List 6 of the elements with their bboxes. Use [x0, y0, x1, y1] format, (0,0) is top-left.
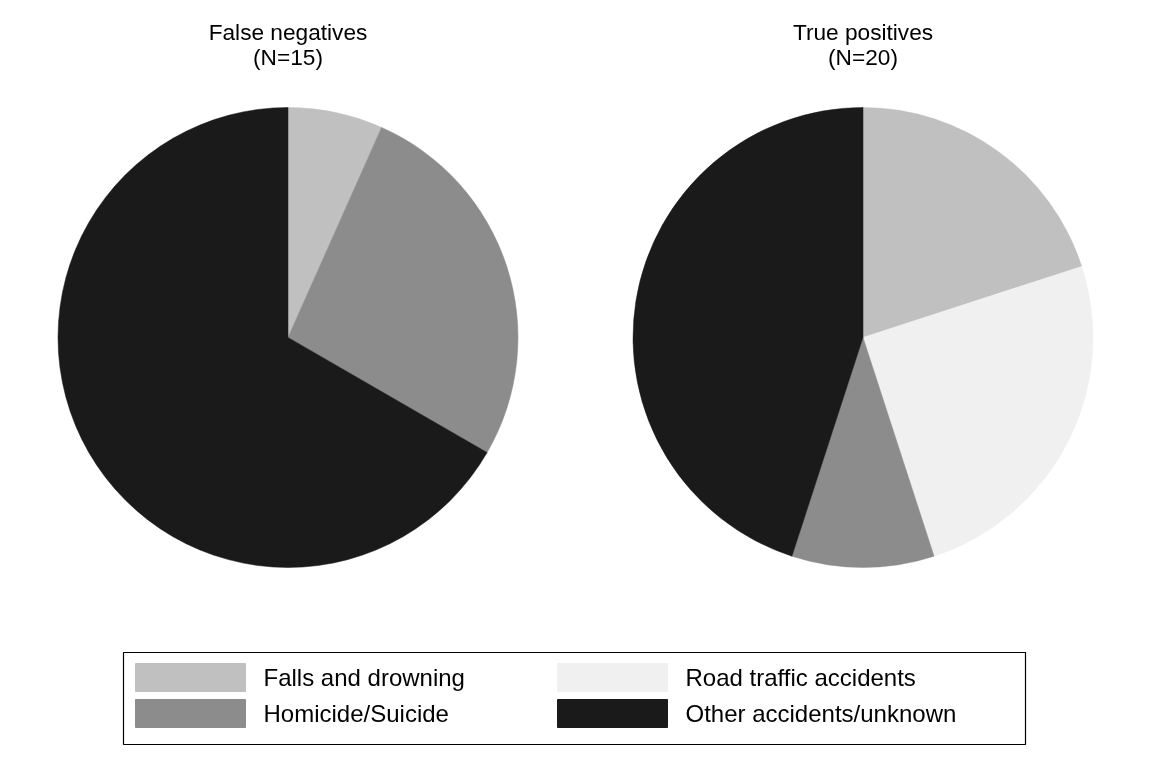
legend-label: Road traffic accidents: [685, 664, 916, 691]
slice-label: False negatives: [208, 18, 368, 45]
legend-label: Homicide/Suicide: [263, 700, 449, 727]
legend-label: Falls and drowning: [263, 664, 465, 691]
slice-label: True positives: [792, 18, 934, 45]
legend-label: Other accidents/unknown: [685, 700, 957, 727]
